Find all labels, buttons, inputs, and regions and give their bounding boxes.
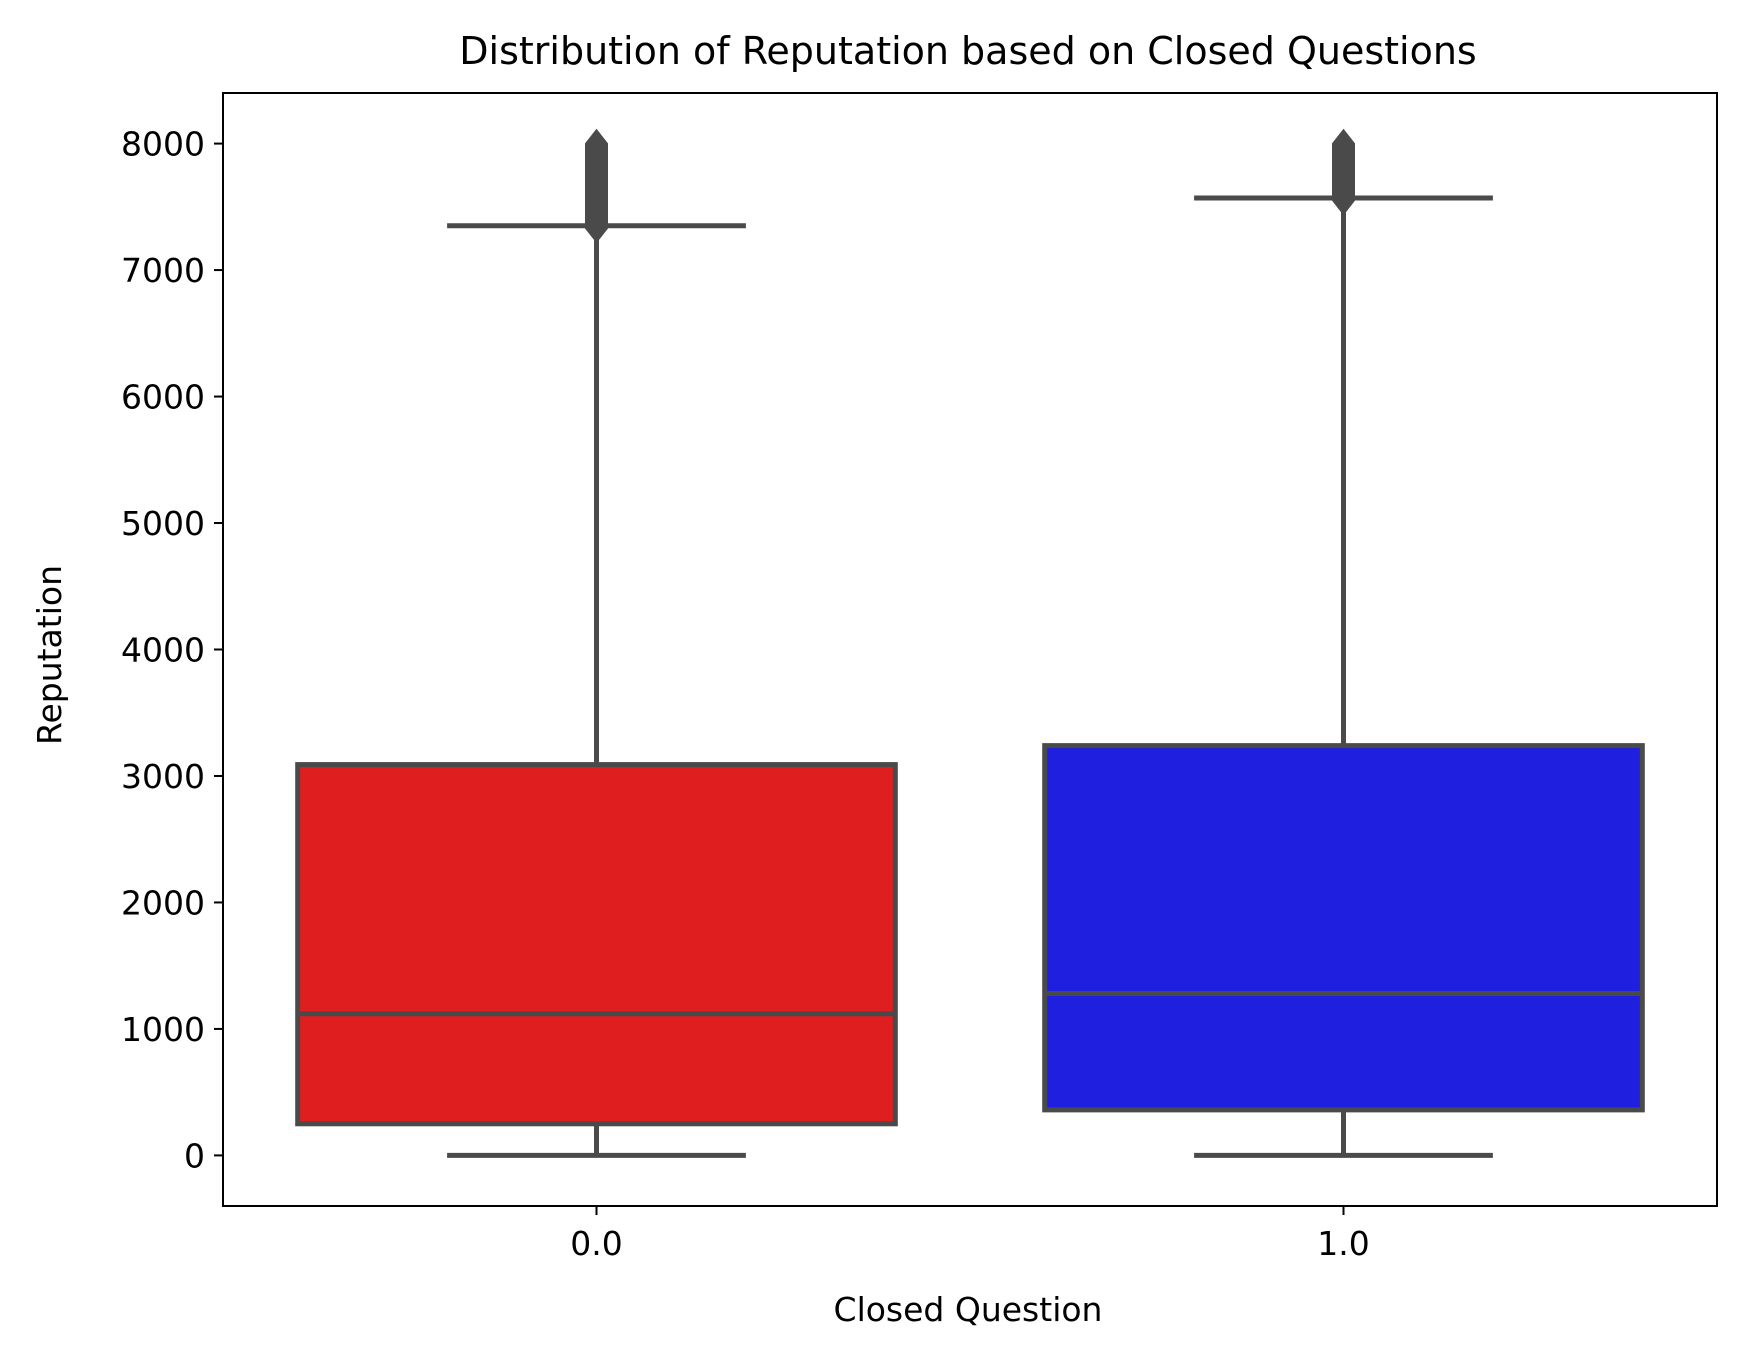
y-tick-label: 4000 — [121, 631, 205, 670]
y-tick-label: 8000 — [121, 125, 205, 164]
x-tick-label: 0.0 — [570, 1224, 622, 1263]
outlier-points — [1332, 128, 1355, 216]
x-axis-label: Closed Question — [834, 1290, 1103, 1329]
y-tick-label: 2000 — [121, 883, 205, 922]
box-group-0.0 — [295, 128, 898, 1158]
y-tick-label: 6000 — [121, 378, 205, 417]
y-axis-label: Reputation — [30, 565, 69, 745]
outlier-points — [585, 128, 608, 244]
y-tick-label: 7000 — [121, 251, 205, 290]
x-tick-label: 1.0 — [1317, 1224, 1369, 1263]
chart-title: Distribution of Reputation based on Clos… — [459, 29, 1476, 73]
box-iqr — [1042, 743, 1645, 1113]
plot-area — [295, 128, 1645, 1158]
box-iqr — [295, 762, 898, 1127]
y-tick-label: 5000 — [121, 504, 205, 543]
y-tick-label: 3000 — [121, 757, 205, 796]
x-axis: 0.0 1.0 — [570, 1206, 1370, 1263]
y-tick-label: 1000 — [121, 1010, 205, 1049]
y-tick-label: 0 — [184, 1136, 205, 1175]
box-group-1.0 — [1042, 128, 1645, 1158]
y-axis: 0 1000 2000 3000 4000 5000 6000 7000 8000 — [121, 125, 223, 1175]
